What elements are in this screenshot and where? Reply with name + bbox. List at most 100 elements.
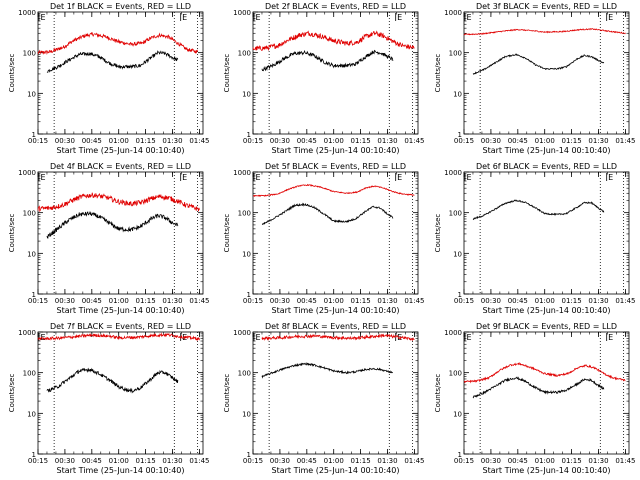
events-series-line bbox=[472, 53, 605, 75]
x-tick-label: 01:00 bbox=[109, 137, 129, 145]
x-tick-label: 01:30 bbox=[162, 137, 182, 145]
x-axis-label: Start Time (25-Jun-14 00:10:40) bbox=[57, 306, 185, 315]
y-tick-label: 1000 bbox=[444, 169, 462, 177]
y-tick-label: 1 bbox=[32, 291, 36, 299]
panel-title: Det 5f BLACK = Events, RED = LLD bbox=[265, 162, 406, 171]
x-tick-label: 01:30 bbox=[162, 297, 182, 305]
x-tick-label: 01:45 bbox=[189, 137, 209, 145]
marker-label: E bbox=[608, 173, 613, 182]
plot-frame bbox=[252, 171, 419, 295]
marker-label: E bbox=[467, 333, 472, 342]
panel-3: Det 3f BLACK = Events, RED = LLD 1 10 100 10… bbox=[434, 2, 636, 155]
x-tick-label: 01:15 bbox=[562, 137, 582, 145]
panel-5: Det 5f BLACK = Events, RED = LLD 1 10 100 10… bbox=[223, 162, 425, 315]
marker-label: E bbox=[608, 333, 613, 342]
x-tick-label: 00:15 bbox=[28, 457, 48, 465]
x-tick-label: 00:15 bbox=[28, 137, 48, 145]
y-tick-label: 10 bbox=[27, 410, 36, 418]
y-tick-label: 1000 bbox=[444, 329, 462, 337]
x-tick-label: 01:00 bbox=[324, 297, 344, 305]
x-tick-label: 00:15 bbox=[454, 457, 474, 465]
x-tick-label: 01:45 bbox=[404, 137, 424, 145]
x-axis-label: Start Time (25-Jun-14 00:10:40) bbox=[57, 466, 185, 475]
x-tick-label: 00:15 bbox=[243, 137, 263, 145]
lld-series-line bbox=[252, 30, 415, 52]
events-series-line bbox=[261, 202, 394, 225]
y-tick-label: 100 bbox=[238, 370, 251, 378]
x-tick-label: 01:45 bbox=[189, 457, 209, 465]
x-tick-label: 00:30 bbox=[55, 137, 75, 145]
x-axis-label: Start Time (25-Jun-14 00:10:40) bbox=[483, 466, 611, 475]
y-tick-label: 10 bbox=[453, 90, 462, 98]
marker-label: E bbox=[608, 13, 613, 22]
lld-series-line bbox=[252, 183, 415, 198]
x-tick-label: 00:30 bbox=[55, 297, 75, 305]
x-tick-label: 01:30 bbox=[588, 137, 608, 145]
x-tick-label: 01:15 bbox=[136, 137, 156, 145]
panel-title: Det 7f BLACK = Events, RED = LLD bbox=[50, 322, 191, 331]
y-tick-label: 10 bbox=[242, 250, 251, 258]
y-tick-label: 10 bbox=[242, 410, 251, 418]
x-tick-label: 01:30 bbox=[377, 457, 397, 465]
x-tick-label: 00:30 bbox=[270, 457, 290, 465]
y-axis-label: Counts/sec bbox=[434, 54, 442, 93]
y-tick-label: 100 bbox=[23, 50, 36, 58]
panel-title: Det 6f BLACK = Events, RED = LLD bbox=[476, 162, 617, 171]
x-tick-label: 01:15 bbox=[562, 297, 582, 305]
events-series-line bbox=[261, 49, 394, 72]
x-tick-label: 01:45 bbox=[615, 297, 635, 305]
x-tick-label: 00:45 bbox=[297, 457, 317, 465]
y-tick-label: 1000 bbox=[18, 169, 36, 177]
x-tick-label: 00:30 bbox=[481, 297, 501, 305]
x-tick-label: 01:45 bbox=[615, 457, 635, 465]
x-tick-label: 01:30 bbox=[377, 137, 397, 145]
x-tick-label: 01:15 bbox=[136, 297, 156, 305]
lld-series-line bbox=[463, 361, 626, 384]
x-tick-label: 01:15 bbox=[351, 457, 371, 465]
x-axis-label: Start Time (25-Jun-14 00:10:40) bbox=[483, 146, 611, 155]
panel-2: Det 2f BLACK = Events, RED = LLD 1 10 100 10… bbox=[223, 2, 425, 155]
x-tick-label: 01:30 bbox=[377, 297, 397, 305]
x-tick-label: 01:00 bbox=[324, 137, 344, 145]
lld-series-line bbox=[37, 332, 200, 342]
x-tick-label: 01:30 bbox=[162, 457, 182, 465]
y-axis-label: Counts/sec bbox=[434, 374, 442, 413]
lld-series-line bbox=[37, 192, 200, 213]
x-tick-label: 00:15 bbox=[243, 297, 263, 305]
x-axis-label: Start Time (25-Jun-14 00:10:40) bbox=[57, 146, 185, 155]
marker-label: E bbox=[397, 13, 402, 22]
y-tick-label: 1000 bbox=[18, 329, 36, 337]
x-tick-label: 01:45 bbox=[404, 457, 424, 465]
y-axis-label: Counts/sec bbox=[223, 54, 231, 93]
panel-4: Det 4f BLACK = Events, RED = LLD 1 10 100 10… bbox=[8, 162, 210, 315]
x-tick-label: 01:15 bbox=[351, 137, 371, 145]
marker-label: E bbox=[41, 13, 46, 22]
y-tick-label: 100 bbox=[449, 50, 462, 58]
events-series-line bbox=[46, 367, 179, 394]
panel-title: Det 1f BLACK = Events, RED = LLD bbox=[50, 2, 191, 11]
y-axis-label: Counts/sec bbox=[223, 214, 231, 253]
x-axis-label: Start Time (25-Jun-14 00:10:40) bbox=[272, 146, 400, 155]
x-tick-label: 01:45 bbox=[615, 137, 635, 145]
x-tick-label: 01:15 bbox=[562, 457, 582, 465]
plot-frame bbox=[37, 331, 204, 455]
x-tick-label: 00:45 bbox=[297, 297, 317, 305]
panel-title: Det 4f BLACK = Events, RED = LLD bbox=[50, 162, 191, 171]
plot-frame bbox=[252, 11, 419, 135]
marker-label: E bbox=[256, 13, 261, 22]
x-tick-label: 00:45 bbox=[508, 297, 528, 305]
marker-label: E bbox=[256, 333, 261, 342]
x-tick-label: 00:30 bbox=[481, 137, 501, 145]
y-tick-label: 10 bbox=[453, 410, 462, 418]
lld-series-line bbox=[463, 28, 626, 36]
y-tick-label: 1 bbox=[247, 131, 251, 139]
x-tick-label: 01:30 bbox=[588, 297, 608, 305]
x-tick-label: 00:15 bbox=[28, 297, 48, 305]
x-tick-label: 01:00 bbox=[535, 297, 555, 305]
panel-1: Det 1f BLACK = Events, RED = LLD 1 10 100 10… bbox=[8, 2, 210, 155]
x-tick-label: 01:45 bbox=[189, 297, 209, 305]
x-tick-label: 00:45 bbox=[82, 137, 102, 145]
x-axis-label: Start Time (25-Jun-14 00:10:40) bbox=[272, 466, 400, 475]
x-tick-label: 00:45 bbox=[297, 137, 317, 145]
